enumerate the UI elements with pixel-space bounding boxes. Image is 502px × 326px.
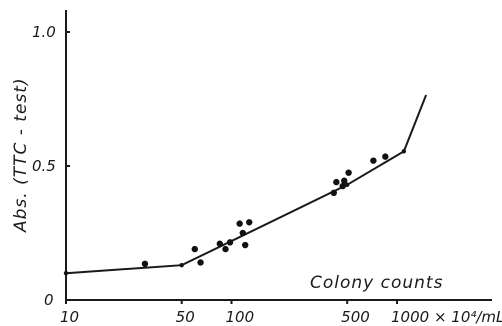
x-axis-label: Colony counts <box>310 273 443 293</box>
data-point <box>246 219 253 226</box>
x-tick-label: 500 <box>341 308 370 326</box>
y-axis-label: Abs. (TTC - test) <box>11 77 31 233</box>
data-point <box>222 245 229 253</box>
data-point <box>382 153 389 160</box>
data-point <box>197 259 204 266</box>
fit-line-node <box>401 149 407 154</box>
data-point <box>330 189 337 196</box>
x-tick-label: 100 <box>226 308 255 326</box>
data-point <box>141 260 149 268</box>
y-tick-label: 1.0 <box>32 23 56 41</box>
x-tick-label: 1000 × 10⁴/mL <box>391 308 502 326</box>
data-point <box>191 245 198 253</box>
x-tick-label: 50 <box>176 308 195 326</box>
data-point <box>345 169 352 176</box>
fit-line-group <box>63 94 428 276</box>
fit-line-node <box>344 182 350 187</box>
data-point <box>333 178 340 186</box>
data-points <box>141 153 389 268</box>
data-point <box>242 241 249 249</box>
y-tick-label: 0.5 <box>32 157 56 175</box>
x-tick-label: 10 <box>60 308 79 326</box>
ticks: 10 50 100 500 1000 × 10⁴/mL 0 0.5 1.0 <box>32 23 502 326</box>
y-tick-label: 0 <box>44 291 54 309</box>
data-point <box>239 229 246 237</box>
data-point <box>370 157 377 164</box>
fit-line-node <box>179 262 184 268</box>
data-point <box>236 220 243 227</box>
data-point <box>226 239 234 246</box>
fit-line-node <box>63 271 69 276</box>
axes <box>65 10 492 301</box>
data-point <box>216 240 224 247</box>
data-point <box>341 177 348 184</box>
data-point <box>339 182 346 190</box>
